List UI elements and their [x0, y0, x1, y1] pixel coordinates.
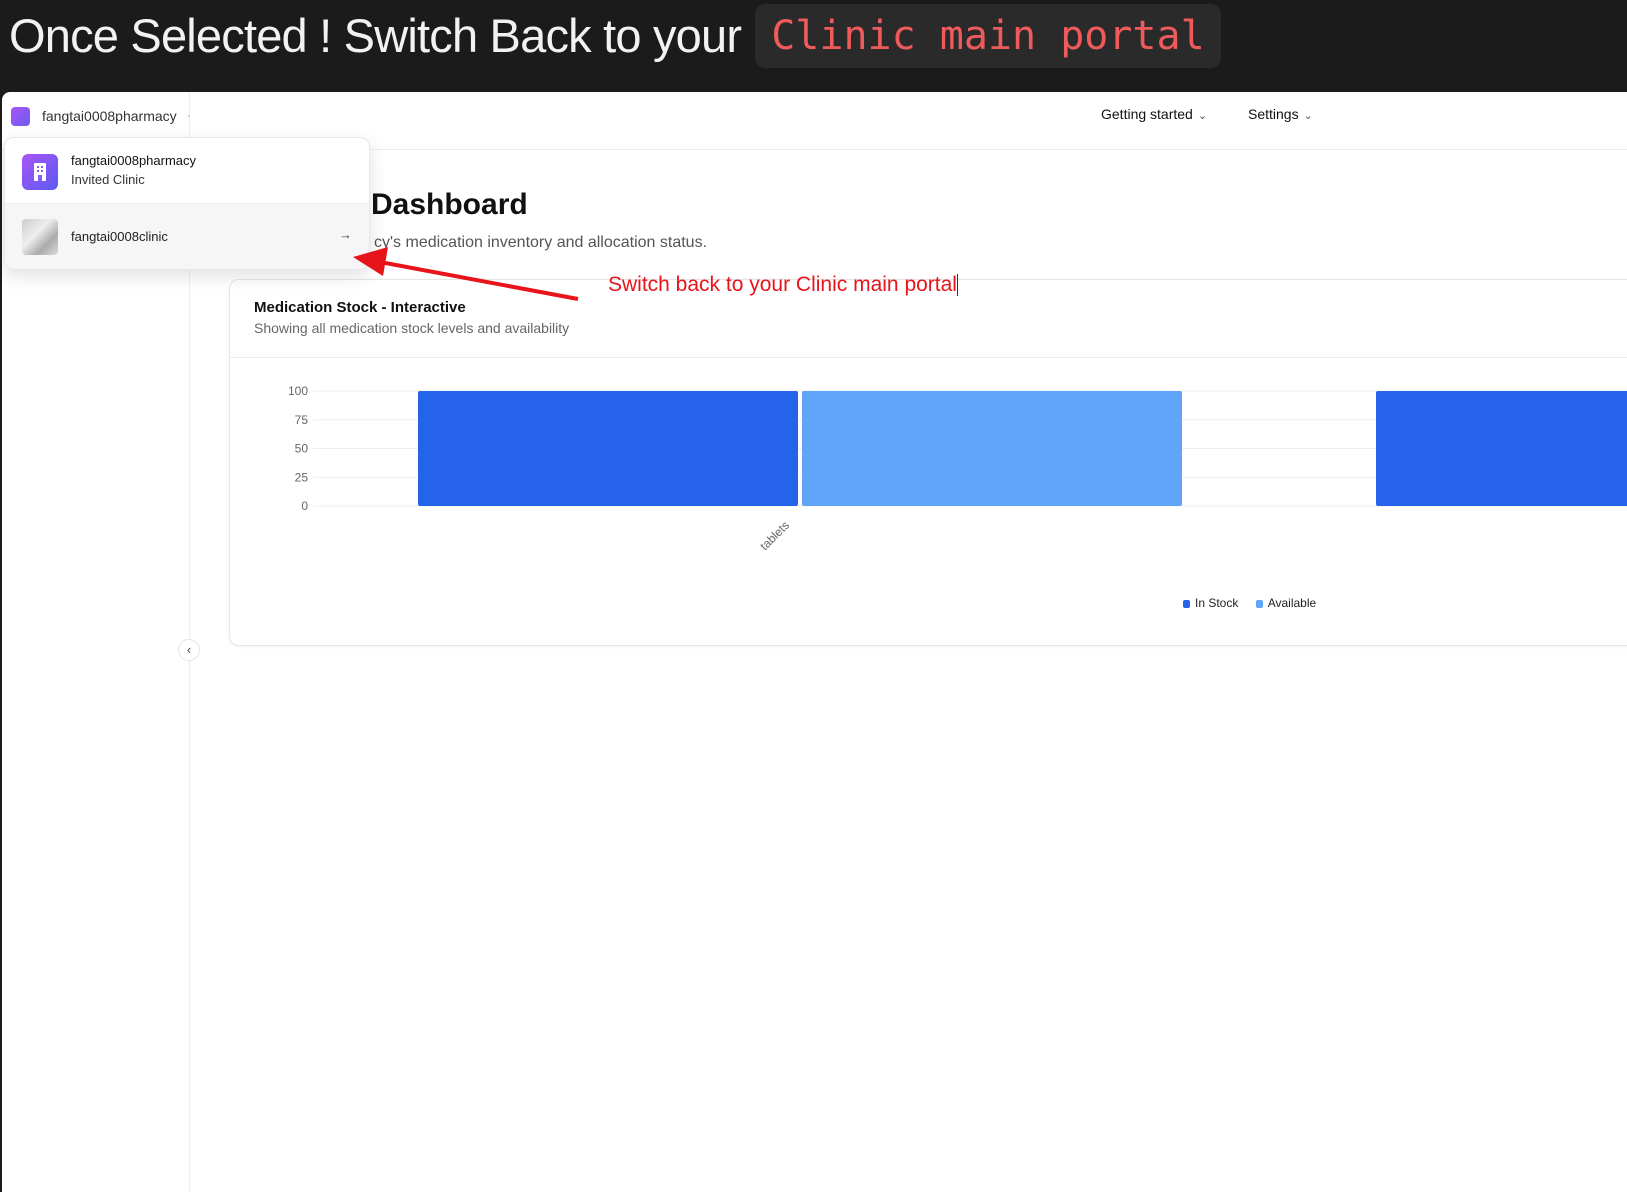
- page-title: Dashboard: [371, 188, 528, 221]
- bar-in-stock: [1376, 391, 1627, 506]
- nav-getting-started[interactable]: Getting started ⌄: [1101, 106, 1207, 122]
- legend-item-in-stock[interactable]: In Stock: [1183, 596, 1238, 610]
- dropdown-item-pharmacy[interactable]: fangtai0008pharmacy Invited Clinic: [5, 138, 369, 204]
- page-subtitle: cy's medication inventory and allocation…: [374, 234, 708, 251]
- building-icon: [22, 154, 58, 190]
- nav-settings[interactable]: Settings ⌄: [1248, 106, 1313, 122]
- building-icon: [11, 107, 30, 126]
- dropdown-item-name: fangtai0008pharmacy: [71, 153, 197, 168]
- nav-label: Settings: [1248, 106, 1299, 122]
- top-nav: fangtai0008pharmacy · Getting started ⌄ S…: [2, 92, 1627, 150]
- legend-swatch: [1255, 599, 1263, 608]
- chevron-down-icon: ⌄: [1303, 110, 1313, 122]
- legend-label: Available: [1267, 596, 1317, 610]
- clinic-avatar: [22, 219, 58, 255]
- y-tick-label: 50: [295, 442, 309, 456]
- bar-available: [802, 391, 1182, 506]
- legend-label: In Stock: [1195, 596, 1239, 610]
- chevron-down-icon: ⌄: [1197, 110, 1208, 122]
- legend-item-available[interactable]: Available: [1255, 596, 1317, 610]
- divider: [230, 357, 1627, 358]
- workspace-dropdown: fangtai0008pharmacy Invited Clinic fangt…: [4, 137, 370, 270]
- card-subtitle: Showing all medication stock levels and …: [254, 320, 570, 336]
- annotation-label: Switch back to your Clinic main portal: [608, 273, 957, 296]
- y-tick-label: 75: [295, 413, 309, 427]
- arrow-right-icon: →: [339, 227, 352, 242]
- y-tick-label: 100: [288, 384, 308, 398]
- text-cursor: [956, 274, 958, 297]
- card-title: Medication Stock - Interactive: [254, 299, 466, 316]
- chevron-icon[interactable]: ·: [187, 108, 191, 122]
- annotation-text: Switch back to your Clinic main portal: [608, 273, 958, 297]
- legend-swatch: [1183, 599, 1190, 608]
- y-tick-label: 0: [301, 499, 308, 513]
- dropdown-item-subtitle: Invited Clinic: [71, 172, 145, 187]
- workspace-switcher[interactable]: fangtai0008pharmacy: [42, 108, 177, 124]
- chart-legend: In Stock Available: [1183, 596, 1330, 610]
- instruction-banner: Once Selected ! Switch Back to your Clin…: [0, 0, 1627, 92]
- app-window: fangtai0008pharmacy · Getting started ⌄ S…: [2, 92, 1627, 1192]
- bar-in-stock: [418, 391, 798, 506]
- banner-text: Once Selected ! Switch Back to your: [9, 9, 742, 62]
- collapse-sidebar-button[interactable]: ‹: [178, 639, 200, 661]
- y-tick-label: 25: [295, 470, 309, 484]
- dropdown-item-name: fangtai0008clinic: [71, 229, 168, 244]
- x-tick-label: tablets: [757, 518, 792, 553]
- nav-label: Getting started: [1101, 106, 1193, 122]
- dropdown-item-clinic[interactable]: fangtai0008clinic →: [5, 204, 369, 269]
- banner-code: Clinic main portal: [755, 4, 1221, 68]
